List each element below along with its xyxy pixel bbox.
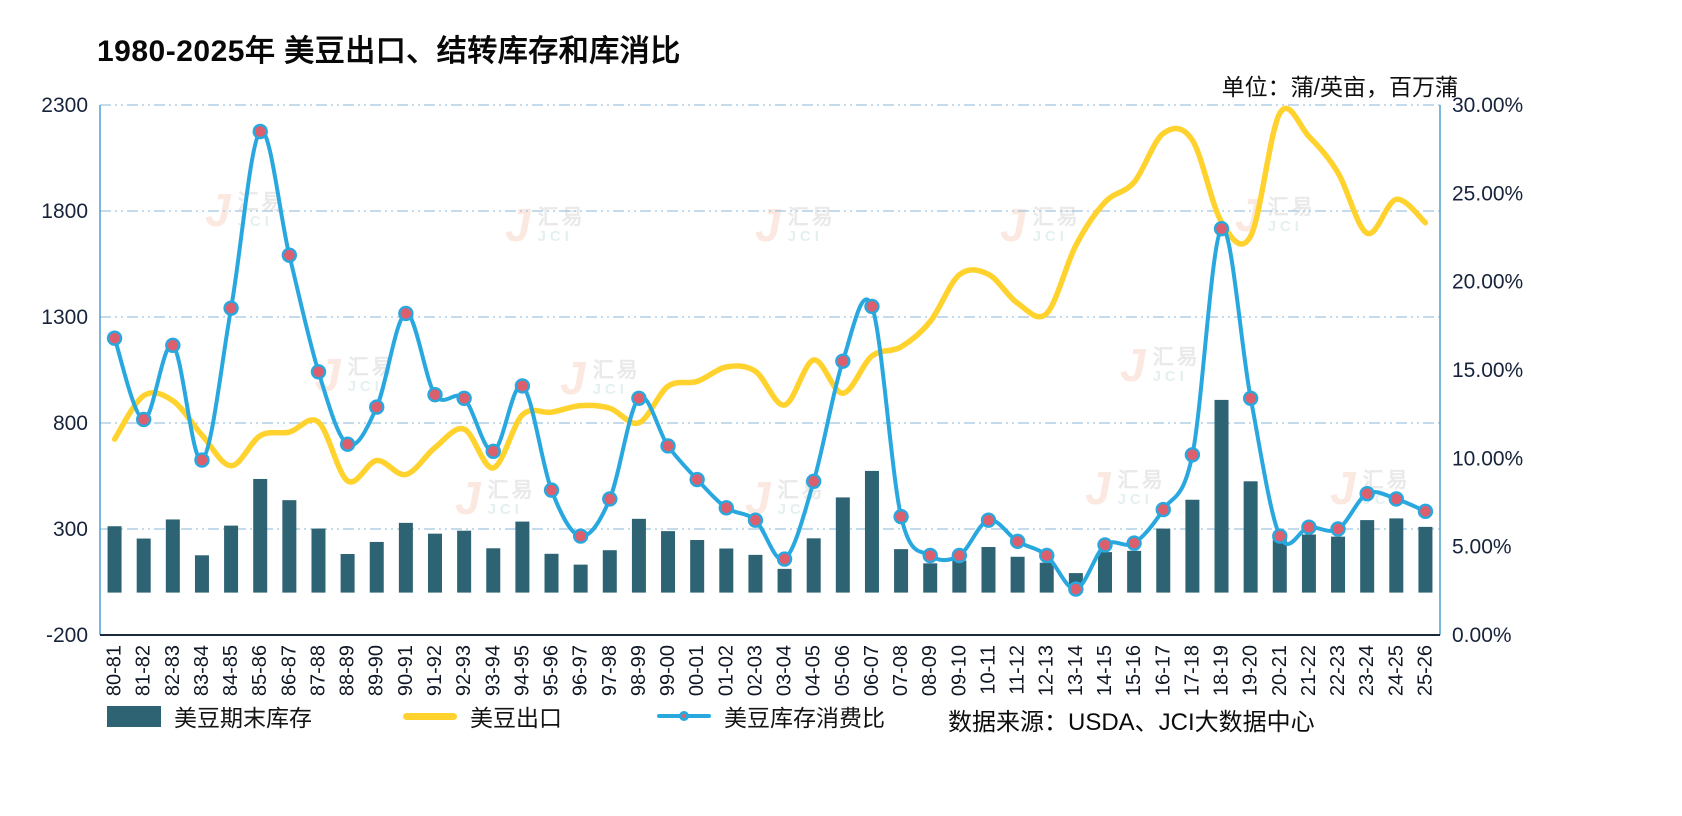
svg-text:25.00%: 25.00% [1452,182,1523,205]
legend-label-exports: 美豆出口 [470,705,562,731]
svg-text:19-20: 19-20 [1240,645,1262,696]
line-swatch-icon [403,712,457,720]
axis-tick-labels: -200 300 800 1300 1800 2300 0.00% 5.00% 10.00% 15… [41,94,1523,696]
svg-text:91-92: 91-92 [424,645,446,696]
svg-text:96-97: 96-97 [570,645,592,696]
data-source: 数据来源：USDA、JCI大数据中心 [948,709,1315,736]
svg-text:09-10: 09-10 [948,645,970,696]
svg-text:20.00%: 20.00% [1452,271,1523,294]
svg-text:30.00%: 30.00% [1452,94,1523,117]
svg-text:97-98: 97-98 [599,645,621,696]
svg-text:98-99: 98-99 [628,645,650,696]
svg-text:1800: 1800 [41,200,88,223]
svg-text:81-82: 81-82 [133,645,155,696]
svg-text:2300: 2300 [41,94,88,117]
dotline-swatch-icon [657,711,711,721]
svg-text:11-12: 11-12 [1007,645,1029,695]
svg-text:90-91: 90-91 [395,645,417,696]
series-stocks-use-ratio-markers [106,123,1434,597]
svg-text:08-09: 08-09 [919,645,941,696]
svg-text:93-94: 93-94 [482,645,504,696]
svg-text:13-14: 13-14 [1065,645,1087,696]
legend: 美豆期末库存 美豆出口 美豆库存消费比 数据来源：USDA、JCI大数据中心 [0,699,1682,745]
svg-text:24-25: 24-25 [1385,645,1407,696]
svg-text:85-86: 85-86 [249,645,271,696]
svg-text:02-03: 02-03 [744,645,766,696]
svg-text:20-21: 20-21 [1269,645,1291,696]
svg-text:03-04: 03-04 [774,645,796,696]
svg-text:800: 800 [53,412,88,435]
series-exports-line [111,105,1429,485]
svg-text:92-93: 92-93 [453,645,475,696]
svg-text:06-07: 06-07 [861,645,883,696]
svg-text:-200: -200 [46,624,88,647]
svg-text:01-02: 01-02 [715,645,737,696]
svg-text:1300: 1300 [41,306,88,329]
svg-text:18-19: 18-19 [1211,645,1233,696]
svg-text:14-15: 14-15 [1094,645,1116,696]
unit-label: 单位：蒲/英亩，百万蒲 [1221,74,1458,100]
svg-text:84-85: 84-85 [220,645,242,696]
svg-text:25-26: 25-26 [1414,645,1436,696]
bar-swatch-icon [107,705,161,727]
svg-text:89-90: 89-90 [366,645,388,696]
svg-text:0.00%: 0.00% [1452,624,1512,647]
legend-item-ending-stocks: 美豆期末库存 [107,701,312,731]
legend-label-stocks-use-ratio: 美豆库存消费比 [724,705,885,731]
svg-text:22-23: 22-23 [1327,645,1349,696]
svg-text:07-08: 07-08 [890,645,912,696]
svg-text:10-11: 10-11 [977,645,999,695]
svg-text:88-89: 88-89 [337,645,359,696]
svg-text:00-01: 00-01 [686,645,708,696]
svg-text:04-05: 04-05 [803,645,825,696]
svg-text:10.00%: 10.00% [1452,447,1523,470]
svg-text:12-13: 12-13 [1036,645,1058,696]
svg-text:94-95: 94-95 [511,645,533,696]
svg-text:87-88: 87-88 [307,645,329,696]
legend-label-ending-stocks: 美豆期末库存 [174,705,312,731]
svg-text:82-83: 82-83 [162,645,184,696]
axes [99,105,1441,636]
svg-text:5.00%: 5.00% [1452,536,1512,559]
legend-item-exports: 美豆出口 [403,701,562,731]
svg-text:23-24: 23-24 [1356,645,1378,696]
marker-dot-icon [679,711,689,721]
legend-item-stocks-use-ratio: 美豆库存消费比 [657,701,885,731]
svg-text:95-96: 95-96 [541,645,563,696]
svg-text:05-06: 05-06 [832,645,854,696]
svg-text:21-22: 21-22 [1298,645,1320,696]
svg-text:15.00%: 15.00% [1452,359,1523,382]
svg-text:300: 300 [53,518,88,541]
series-stocks-use-ratio-line [112,129,1428,592]
svg-text:17-18: 17-18 [1181,645,1203,696]
svg-text:83-84: 83-84 [191,645,213,696]
svg-text:86-87: 86-87 [278,645,300,696]
svg-text:16-17: 16-17 [1152,645,1174,696]
svg-text:99-00: 99-00 [657,645,679,696]
svg-text:15-16: 15-16 [1123,645,1145,696]
svg-text:80-81: 80-81 [104,645,126,696]
series-ending-stocks-bars [107,399,1433,593]
chart-title: 1980-2025年 美豆出口、结转库存和库消比 [97,35,681,68]
